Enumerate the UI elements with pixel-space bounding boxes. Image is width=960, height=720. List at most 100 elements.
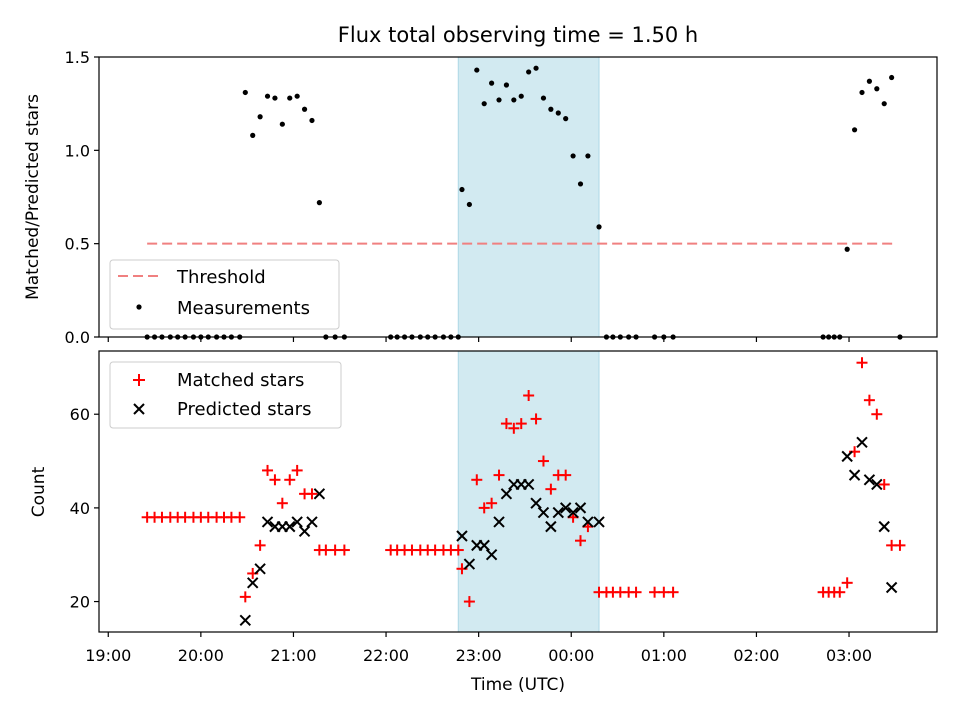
- legend-threshold-label: Threshold: [176, 267, 266, 288]
- measurement-point: [851, 127, 858, 133]
- predicted-star-point-b: [493, 516, 505, 528]
- predicted-star-point: [848, 469, 861, 481]
- legend-matched-swatch: [133, 374, 145, 386]
- measurement-point: [585, 153, 591, 159]
- x-tick-label: 22:00: [363, 646, 409, 665]
- measurement-point: [264, 93, 271, 99]
- matched-star-point: [284, 474, 296, 486]
- predicted-star-point: [871, 478, 883, 491]
- count-panel: 20 40 60 19:00 20:00 21:00 22:00 23:00 00:00 01:…: [29, 350, 938, 695]
- ratio-y-tick-label: 1.0: [65, 141, 90, 160]
- legend-measurements-swatch: [136, 304, 142, 310]
- predicted-star-point-b: [574, 502, 587, 514]
- count-y-label: Count: [29, 466, 49, 517]
- predicted-star-point: [291, 516, 303, 528]
- measurement-point: [577, 181, 584, 187]
- predicted-star-point-b: [247, 577, 259, 589]
- measurement-point: [563, 116, 569, 122]
- ratio-y-tick-label: 0.5: [65, 235, 90, 254]
- count-legend: Matched stars Predicted stars: [109, 361, 342, 429]
- matched-star-point: [254, 539, 266, 551]
- predicted-star-point-b: [848, 469, 861, 481]
- predicted-star-point-b: [313, 488, 326, 500]
- predicted-star-point: [841, 450, 853, 463]
- predicted-star-point: [878, 520, 890, 533]
- matched-star-point: [630, 586, 642, 598]
- predicted-star-point-b: [261, 516, 274, 528]
- predicted-star-point-b: [552, 506, 564, 519]
- x-tick-label: 01:00: [641, 646, 687, 665]
- predicted-star-point: [254, 563, 266, 575]
- matched-stars-points: [141, 357, 906, 608]
- measurement-point: [596, 224, 602, 230]
- measurement-point: [481, 101, 487, 107]
- matched-star-point: [452, 544, 464, 556]
- predicted-star-point-b: [871, 478, 883, 491]
- matched-star-point: [834, 586, 846, 598]
- matched-star-point: [486, 497, 498, 509]
- predicted-star-point-b: [298, 525, 311, 538]
- measurement-point: [881, 101, 887, 107]
- x-tick-label: 00:00: [548, 646, 594, 665]
- x-tick-label: 02:00: [733, 646, 779, 665]
- measurement-point: [242, 89, 248, 96]
- matched-star-point: [667, 586, 679, 598]
- predicted-star-point-b: [593, 516, 605, 528]
- matched-star-point: [493, 469, 505, 481]
- predicted-star-point-b: [885, 581, 898, 594]
- predicted-star-point: [885, 581, 898, 594]
- measurement-point: [272, 95, 278, 101]
- measurement-point: [294, 93, 300, 99]
- measurement-point: [874, 86, 880, 92]
- predicted-star-point: [522, 478, 535, 491]
- measurement-point: [309, 117, 315, 124]
- predicted-star-point: [559, 502, 572, 514]
- legend-matched-label: Matched stars: [177, 370, 304, 391]
- predicted-star-point: [593, 516, 605, 528]
- matched-star-point: [500, 418, 512, 430]
- measurement-point: [279, 121, 285, 127]
- predicted-stars-points: [239, 436, 898, 626]
- predicted-star-point: [582, 516, 594, 528]
- measurement-point: [866, 78, 873, 84]
- matched-star-point: [508, 422, 520, 434]
- x-tick-label: 20:00: [178, 646, 224, 665]
- predicted-star-point: [239, 614, 252, 626]
- matched-star-point: [478, 502, 490, 514]
- matched-star-point: [649, 586, 661, 598]
- matched-star-point: [575, 535, 587, 547]
- predicted-star-point: [261, 516, 274, 528]
- predicted-star-point: [493, 516, 505, 528]
- predicted-star-point-b: [537, 506, 550, 519]
- measurement-point: [496, 97, 502, 103]
- ratio-y-label: Matched/Predicted stars: [23, 94, 43, 300]
- matched-star-point: [658, 586, 670, 598]
- measurement-point: [301, 106, 308, 112]
- matched-star-point: [545, 483, 557, 495]
- matched-star-point: [878, 478, 890, 490]
- ratio-legend: Threshold Measurements: [109, 259, 340, 330]
- predicted-star-point-b: [463, 558, 476, 570]
- predicted-star-point-b: [841, 450, 853, 463]
- matched-star-point: [515, 418, 527, 430]
- predicted-star-point-b: [522, 478, 535, 491]
- predicted-star-point: [456, 530, 468, 542]
- matched-star-point: [841, 577, 853, 589]
- ratio-x-ticks: [107, 337, 850, 342]
- measurement-point: [466, 201, 472, 208]
- predicted-star-point-b: [878, 520, 890, 533]
- predicted-star-point: [530, 497, 542, 509]
- x-axis-label: Time (UTC): [470, 675, 565, 695]
- predicted-star-point-b: [291, 516, 303, 528]
- measurement-point: [257, 114, 263, 120]
- predicted-star-point-b: [456, 530, 468, 542]
- count-axes-frame: [98, 350, 938, 633]
- predicted-star-point-b: [478, 539, 490, 552]
- predicted-star-point: [856, 436, 868, 449]
- chart-title: Flux total observing time = 1.50 h: [338, 23, 698, 47]
- predicted-star-point-b: [559, 502, 572, 514]
- measurement-point: [540, 95, 547, 101]
- measurement-point: [287, 95, 293, 101]
- count-y-tick-label: 20: [70, 593, 90, 612]
